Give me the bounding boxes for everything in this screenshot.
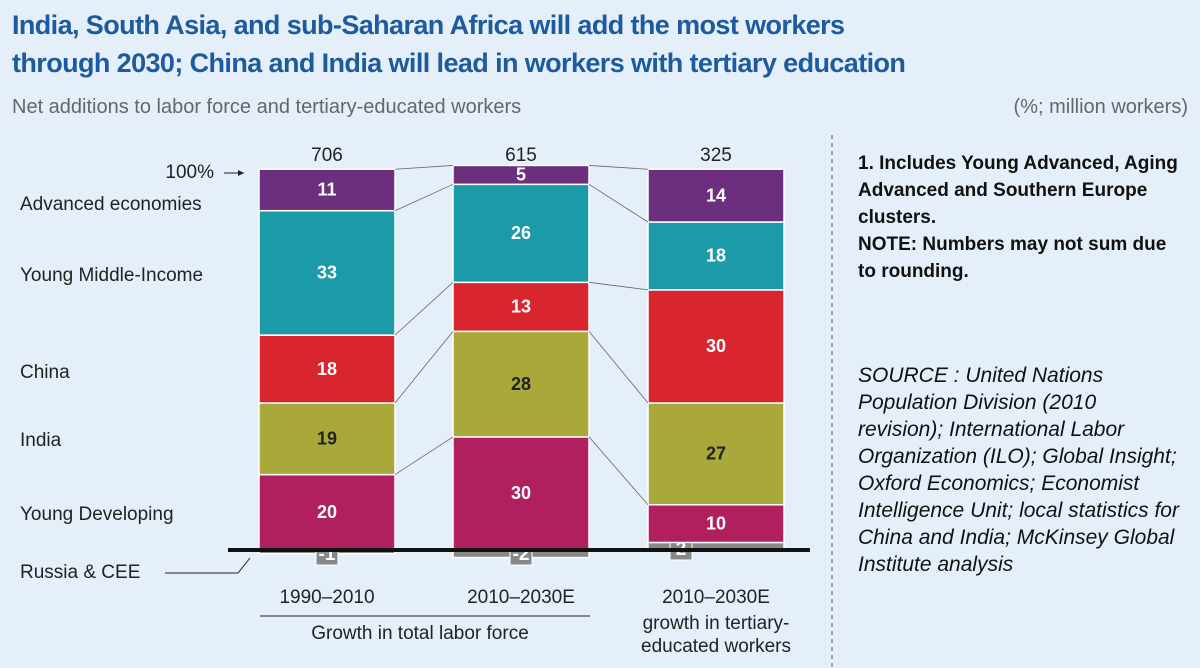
total-label: 325 <box>700 145 732 166</box>
leader <box>165 557 251 574</box>
connector <box>394 282 454 336</box>
bar-segment <box>452 164 590 186</box>
value-label: 26 <box>511 223 531 243</box>
value-label: 10 <box>706 513 726 533</box>
title: India, South Asia, and sub-Saharan Afric… <box>12 10 845 40</box>
bar-segment <box>452 436 590 551</box>
bar-segment <box>452 183 590 284</box>
connector <box>394 165 454 170</box>
source: SOURCE : United Nations Population Divis… <box>858 364 1179 576</box>
bar-segment <box>452 330 590 438</box>
series-label: Advanced economies <box>20 194 202 215</box>
value-label: 30 <box>511 483 531 503</box>
value-label: 27 <box>706 444 726 464</box>
note: NOTE: Numbers may not sum due to roundin… <box>858 234 1167 282</box>
units: (%; million workers) <box>1013 96 1188 118</box>
x-tick-label: 2010–2030E <box>467 587 575 608</box>
series-label: India <box>20 430 62 451</box>
connector <box>588 165 649 170</box>
bar-segment <box>258 402 396 476</box>
series-label: Young Middle-Income <box>20 265 203 286</box>
total-label: 706 <box>311 145 343 166</box>
bar-segment <box>258 168 396 212</box>
bar-segment <box>647 402 785 506</box>
connector <box>394 331 454 404</box>
bar-segment <box>647 504 785 544</box>
x-tick-label: 1990–2010 <box>279 587 374 608</box>
value-label: 5 <box>516 165 526 185</box>
value-label: 20 <box>317 502 337 522</box>
group-label: Growth in total labor force <box>311 623 529 644</box>
value-label: 18 <box>706 246 726 266</box>
subtitle: Net additions to labor force and tertiar… <box>12 96 522 118</box>
value-label: 18 <box>317 359 337 379</box>
value-label: 28 <box>511 374 531 394</box>
connector <box>588 331 649 404</box>
value-label: 33 <box>317 263 337 283</box>
total-label: 615 <box>505 145 537 166</box>
y-tick-label: 100% <box>165 162 214 183</box>
connector <box>588 436 649 506</box>
bar-segment <box>258 334 396 404</box>
connector <box>394 436 454 475</box>
bar-segment <box>647 289 785 404</box>
note: 1. Includes Young Advanced, Aging Advanc… <box>858 153 1178 228</box>
arrow-head <box>238 170 244 176</box>
category-note: growth in tertiary-educated workers <box>641 613 791 657</box>
series-label: Young Developing <box>20 504 174 525</box>
connector <box>588 183 649 223</box>
x-tick-label: 2010–2030E <box>662 587 770 608</box>
value-label: 11 <box>317 180 336 200</box>
value-label: 30 <box>706 336 726 356</box>
series-label: China <box>20 362 70 383</box>
value-label: 19 <box>317 429 337 449</box>
connector <box>394 183 454 212</box>
connector <box>588 281 649 291</box>
bar-segment <box>452 281 590 333</box>
value-label: 13 <box>511 297 531 317</box>
series-label: Russia & CEE <box>20 562 140 583</box>
bar-segment <box>647 221 785 291</box>
bar-segment <box>258 209 396 336</box>
title: through 2030; China and India will lead … <box>12 48 906 78</box>
bar-segment <box>647 168 785 223</box>
value-label: 14 <box>706 185 726 205</box>
